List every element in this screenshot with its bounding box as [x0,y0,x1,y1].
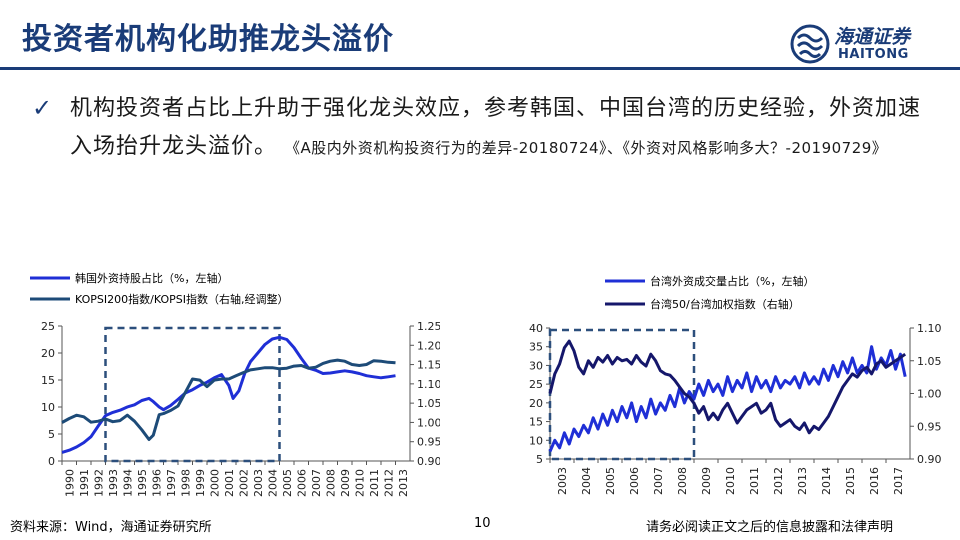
x-tick-label: 2008 [676,467,689,495]
legend-label: 台湾50/台湾加权指数（右轴） [650,297,800,311]
x-tick-label: 1993 [107,469,120,497]
bullet-text: 机构投资者占比上升助于强化龙头效应，参考韩国、中国台湾的历史经验，外资加速入场抬… [70,90,940,167]
x-tick-label: 2016 [868,467,881,495]
bullet-main: 机构投资者占比上升助于强化龙头效应，参考韩国、中国台湾的历史经验，外资加速入场抬… [70,96,922,159]
x-tick-label: 1990 [63,469,76,497]
x-tick-label: 2003 [556,467,569,495]
x-tick-label: 2004 [580,467,593,495]
legend-label: 台湾外资成交量占比（%，左轴） [650,274,814,288]
left-tick-label: 5 [48,428,55,441]
x-tick-label: 2007 [310,469,323,497]
x-tick-label: 2000 [208,469,221,497]
x-tick-label: 2005 [604,467,617,495]
x-tick-label: 1995 [136,469,149,497]
x-tick-label: 2017 [892,467,905,495]
x-tick-label: 2004 [266,469,279,497]
right-tick-label: 0.95 [417,436,440,449]
left-tick-label: 5 [536,453,543,466]
right-tick-label: 1.05 [917,355,942,368]
highlight-box [104,326,281,463]
x-tick-label: 2001 [223,469,236,497]
left-tick-label: 10 [529,434,543,447]
x-tick-label: 2012 [382,469,395,497]
right-tick-label: 0.90 [417,455,440,468]
x-tick-label: 2010 [724,467,737,495]
source-note: 资料来源：Wind，海通证券研究所 [10,520,212,535]
x-tick-label: 1998 [179,469,192,497]
left-tick-label: 10 [41,401,55,414]
x-tick-label: 2005 [281,469,294,497]
series-line [548,345,907,453]
series-line [61,335,396,454]
right-tick-label: 0.95 [917,420,942,433]
left-tick-label: 25 [529,378,543,391]
x-tick-label: 2011 [368,469,381,497]
haitong-emblem-icon [790,24,830,64]
x-tick-label: 1992 [92,469,105,497]
legend-label: KOPSI200指数/KOPSI指数（右轴,经调整） [75,292,288,306]
x-tick-label: 1997 [165,469,178,497]
left-tick-label: 25 [41,320,55,333]
page-title: 投资者机构化助推龙头溢价 [22,22,394,57]
right-tick-label: 1.15 [417,359,440,372]
series-line [548,339,907,435]
x-tick-label: 2015 [844,467,857,495]
bullet-reference: 《A股内外资机构投资行为的差异-20180724》、《外资对风格影响多大？-20… [285,139,888,157]
left-tick-label: 20 [529,397,543,410]
left-tick-label: 30 [529,359,543,372]
right-tick-label: 1.10 [417,378,440,391]
logo-name: 海通证券 [834,26,911,48]
x-tick-label: 2008 [324,469,337,497]
legend-label: 韩国外资持股占比（%，左轴） [75,271,228,285]
series-line [61,358,396,441]
x-tick-label: 2007 [652,467,665,495]
x-tick-label: 2012 [772,467,785,495]
checkmark-icon: ✓ [32,94,53,122]
right-tick-label: 0.90 [917,453,942,466]
haitong-logo: 海通证券 HAITONG [790,22,950,66]
right-tick-label: 1.25 [417,320,440,333]
x-tick-label: 2009 [339,469,352,497]
x-tick-label: 2002 [237,469,250,497]
x-tick-label: 2003 [252,469,265,497]
right-tick-label: 1.00 [917,388,942,401]
logo-en: HAITONG [838,47,909,62]
x-tick-label: 2011 [748,467,761,495]
taiwan-chart: 5 10 15 20 25 30 35 40 0.90 0.95 1.00 1.05 1.10 2003 2… [529,274,942,495]
x-tick-label: 1994 [121,469,134,497]
left-tick-label: 20 [41,347,55,360]
page-number: 10 [474,516,491,531]
header-rule [0,67,960,70]
right-tick-label: 1.05 [417,397,440,410]
x-tick-label: 2014 [820,467,833,495]
x-tick-label: 2013 [796,467,809,495]
x-tick-label: 1991 [78,469,91,497]
x-tick-label: 1996 [150,469,163,497]
right-tick-label: 1.10 [917,322,942,335]
left-tick-label: 15 [529,416,543,429]
left-tick-label: 40 [529,322,543,335]
x-tick-label: 2006 [628,467,641,495]
disclaimer: 请务必阅读正文之后的信息披露和法律声明 [646,520,894,535]
x-tick-label: 2010 [353,469,366,497]
x-tick-label: 2006 [295,469,308,497]
left-tick-label: 35 [529,341,543,354]
korea-chart: 0 5 10 15 20 25 0.90 0.95 1.00 1.05 1.10 1.15 1.20 1.… [30,271,440,497]
x-tick-label: 1999 [194,469,207,497]
right-tick-label: 1.20 [417,339,440,352]
left-tick-label: 15 [41,374,55,387]
left-tick-label: 0 [48,455,55,468]
x-tick-label: 2013 [397,469,410,497]
x-tick-label: 2009 [700,467,713,495]
right-tick-label: 1.00 [417,416,440,429]
